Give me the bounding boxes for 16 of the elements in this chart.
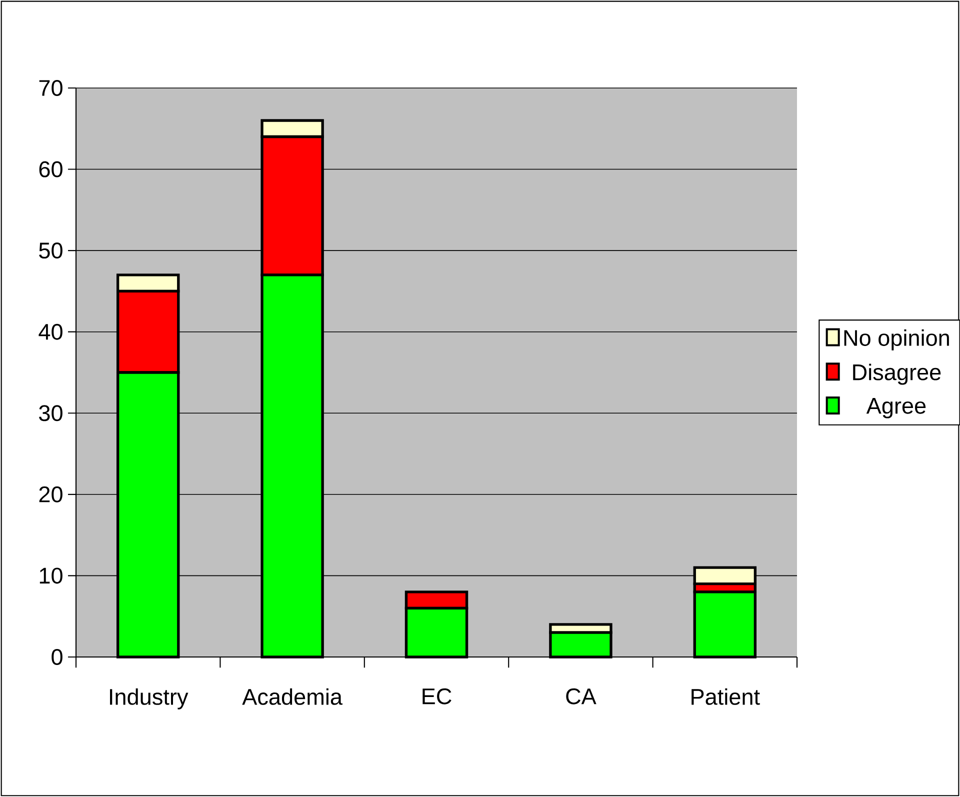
y-tick-label: 40 <box>38 324 62 340</box>
legend-label: No opinion <box>844 329 949 350</box>
legend-label: Agree <box>866 398 926 418</box>
y-tick-label: 60 <box>39 161 62 178</box>
y-tick-label: 0 <box>52 648 62 665</box>
y-tick-label: 70 <box>39 80 62 96</box>
x-tick-label: CA <box>566 688 596 704</box>
y-tick-label: 50 <box>39 242 62 259</box>
y-tick-label: 30 <box>39 405 62 422</box>
x-tick-label: Patient <box>692 688 760 705</box>
y-tick-label: 20 <box>39 486 62 502</box>
x-tick-label: Academia <box>242 688 343 705</box>
legend-label: Disagree <box>853 364 941 385</box>
x-tick-label: EC <box>422 688 452 704</box>
x-tick-label: Industry <box>110 688 188 710</box>
y-tick-label: 10 <box>40 568 62 584</box>
